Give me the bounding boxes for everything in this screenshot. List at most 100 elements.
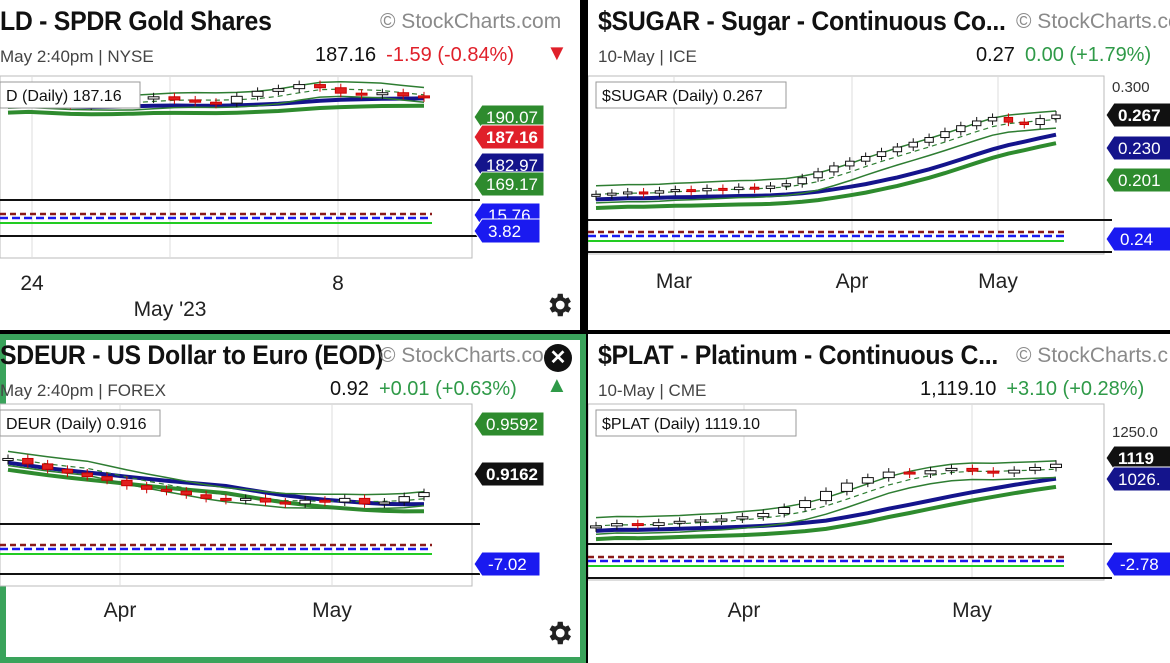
x-axis-label: May '23: [134, 298, 207, 321]
chart-panel-usdeur[interactable]: SDEUR - US Dollar to Euro (EOD) © StockC…: [0, 334, 586, 663]
candle-body: [956, 125, 966, 133]
candle-body: [168, 96, 181, 101]
gear-icon[interactable]: [544, 290, 574, 320]
candle-body: [966, 467, 979, 472]
candle-body: [376, 92, 389, 96]
x-axis-label: 8: [332, 272, 344, 295]
price-tag: [1105, 135, 1170, 161]
x-axis-label: Apr: [104, 599, 137, 622]
chart-title: $SUGAR - Sugar - Continuous Co...: [598, 6, 1006, 36]
candle-body: [140, 485, 153, 490]
candle-body: [259, 497, 272, 503]
last-price: 0.27: [976, 44, 1015, 66]
up-arrow-icon: ▲: [546, 372, 568, 397]
upper-band-line: [7, 450, 425, 496]
last-price: 1,119.10: [920, 378, 997, 400]
chart-title: LD - SPDR Gold Shares: [0, 6, 272, 36]
indicator-tag: [1105, 226, 1170, 252]
mid-band-line: [7, 457, 425, 503]
candle-body: [654, 190, 665, 194]
quote-line: 1,119.10 +3.10 (+0.28%): [920, 378, 1144, 401]
candle-body: [355, 92, 368, 96]
candle-body: [1008, 469, 1021, 474]
candle-body: [987, 470, 1000, 474]
candle-body: [200, 494, 212, 499]
candle-body: [299, 499, 311, 505]
chart-canvas[interactable]: $PLAT (Daily) 1119.10 1250.0 1119 1026. -2.7…: [588, 334, 1170, 663]
price-tag: [473, 124, 545, 150]
candle-body: [718, 187, 728, 191]
candle-body: [147, 96, 160, 100]
candle-body: [882, 471, 895, 479]
candle-body: [734, 186, 744, 191]
price-tag-label: 0.230: [1118, 139, 1161, 158]
lower-band-line: [7, 464, 425, 510]
x-axis-label: Apr: [728, 599, 761, 622]
candle-body: [189, 99, 202, 103]
x-axis-label: Mar: [656, 270, 692, 293]
brand-watermark: © StockCharts.com: [380, 344, 562, 367]
legend-box: [595, 409, 797, 437]
moving-average-line: [7, 460, 425, 507]
legend-text: $SUGAR (Daily) 0.267: [602, 88, 763, 105]
candle-body: [1019, 121, 1029, 126]
candle-body: [418, 95, 430, 99]
indicator-tag-label: 0.24: [1120, 230, 1153, 249]
candle-body: [840, 482, 853, 492]
candle-body: [210, 101, 222, 105]
candle-body: [945, 467, 958, 472]
candle-body: [339, 497, 351, 503]
brand-watermark: © StockCharts.com: [1016, 10, 1170, 33]
candle-body: [694, 519, 707, 523]
candle-body: [319, 499, 331, 503]
x-axis-label: May: [978, 270, 1018, 293]
candle-body: [781, 183, 792, 187]
candle-body: [358, 497, 371, 505]
axis-tick-label: 1250.0: [1112, 424, 1158, 441]
candle-body: [1003, 116, 1014, 123]
candle-body: [230, 95, 243, 104]
price-tag-label: 1026.: [1118, 470, 1161, 489]
chart-canvas[interactable]: D (Daily) 187.16190.07187.16182.97169.17…: [0, 0, 580, 330]
legend-text: $PLAT (Daily) 1119.10: [602, 416, 760, 433]
price-tag-label: 190.07: [486, 108, 538, 127]
candle-body: [820, 490, 832, 502]
candle-body: [749, 186, 760, 190]
price-tag-label: 0.201: [1118, 171, 1161, 190]
candle-body: [378, 501, 391, 505]
indicator-tag: [473, 551, 541, 577]
chart-canvas[interactable]: $SUGAR (Daily) 0.267 0.300 0.267 0.230 0.201…: [588, 0, 1170, 330]
price-tag: [473, 461, 545, 487]
close-icon[interactable]: ✕: [544, 344, 572, 372]
candle-body: [314, 84, 326, 89]
price-tag-label: 169.17: [486, 175, 538, 194]
chart-panel-sugar[interactable]: $SUGAR - Sugar - Continuous Co... © Stoc…: [588, 0, 1170, 330]
legend-text: D (Daily) 187.16: [6, 88, 122, 105]
candle-body: [418, 492, 430, 498]
chart-panel-gold[interactable]: LD - SPDR Gold Shares © StockCharts.com …: [0, 0, 580, 330]
chart-panel-platinum[interactable]: $PLAT - Platinum - Continuous C... © Sto…: [588, 334, 1170, 663]
price-change: 0.00 (+1.79%): [1024, 44, 1152, 66]
candle-body: [845, 160, 855, 167]
candle-body: [987, 116, 998, 122]
moving-average-line: [595, 476, 1057, 533]
candle-body: [180, 490, 192, 496]
candle-body: [638, 191, 649, 195]
chart-canvas[interactable]: DEUR (Daily) 0.916 0.9592 0.9162 -7.02 Apr Ma…: [0, 334, 586, 663]
price-tag-label: 0.9162: [486, 465, 538, 484]
candle-body: [240, 497, 252, 501]
candle-body: [702, 187, 712, 192]
candle-body: [736, 516, 749, 520]
price-change: +3.10 (+0.28%): [1006, 378, 1145, 400]
candle-body: [2, 457, 14, 461]
candle-body: [813, 171, 823, 179]
candle-body: [220, 497, 232, 501]
gear-icon[interactable]: [544, 618, 574, 648]
chart-subtitle: May 2:40pm | NYSE: [0, 47, 154, 66]
candle-body: [673, 520, 686, 524]
candle-body: [797, 177, 807, 185]
indicator-tag: [473, 218, 541, 244]
x-axis-label: May: [952, 599, 992, 622]
price-tag: [1105, 167, 1170, 193]
moving-average-line: [595, 141, 1057, 210]
